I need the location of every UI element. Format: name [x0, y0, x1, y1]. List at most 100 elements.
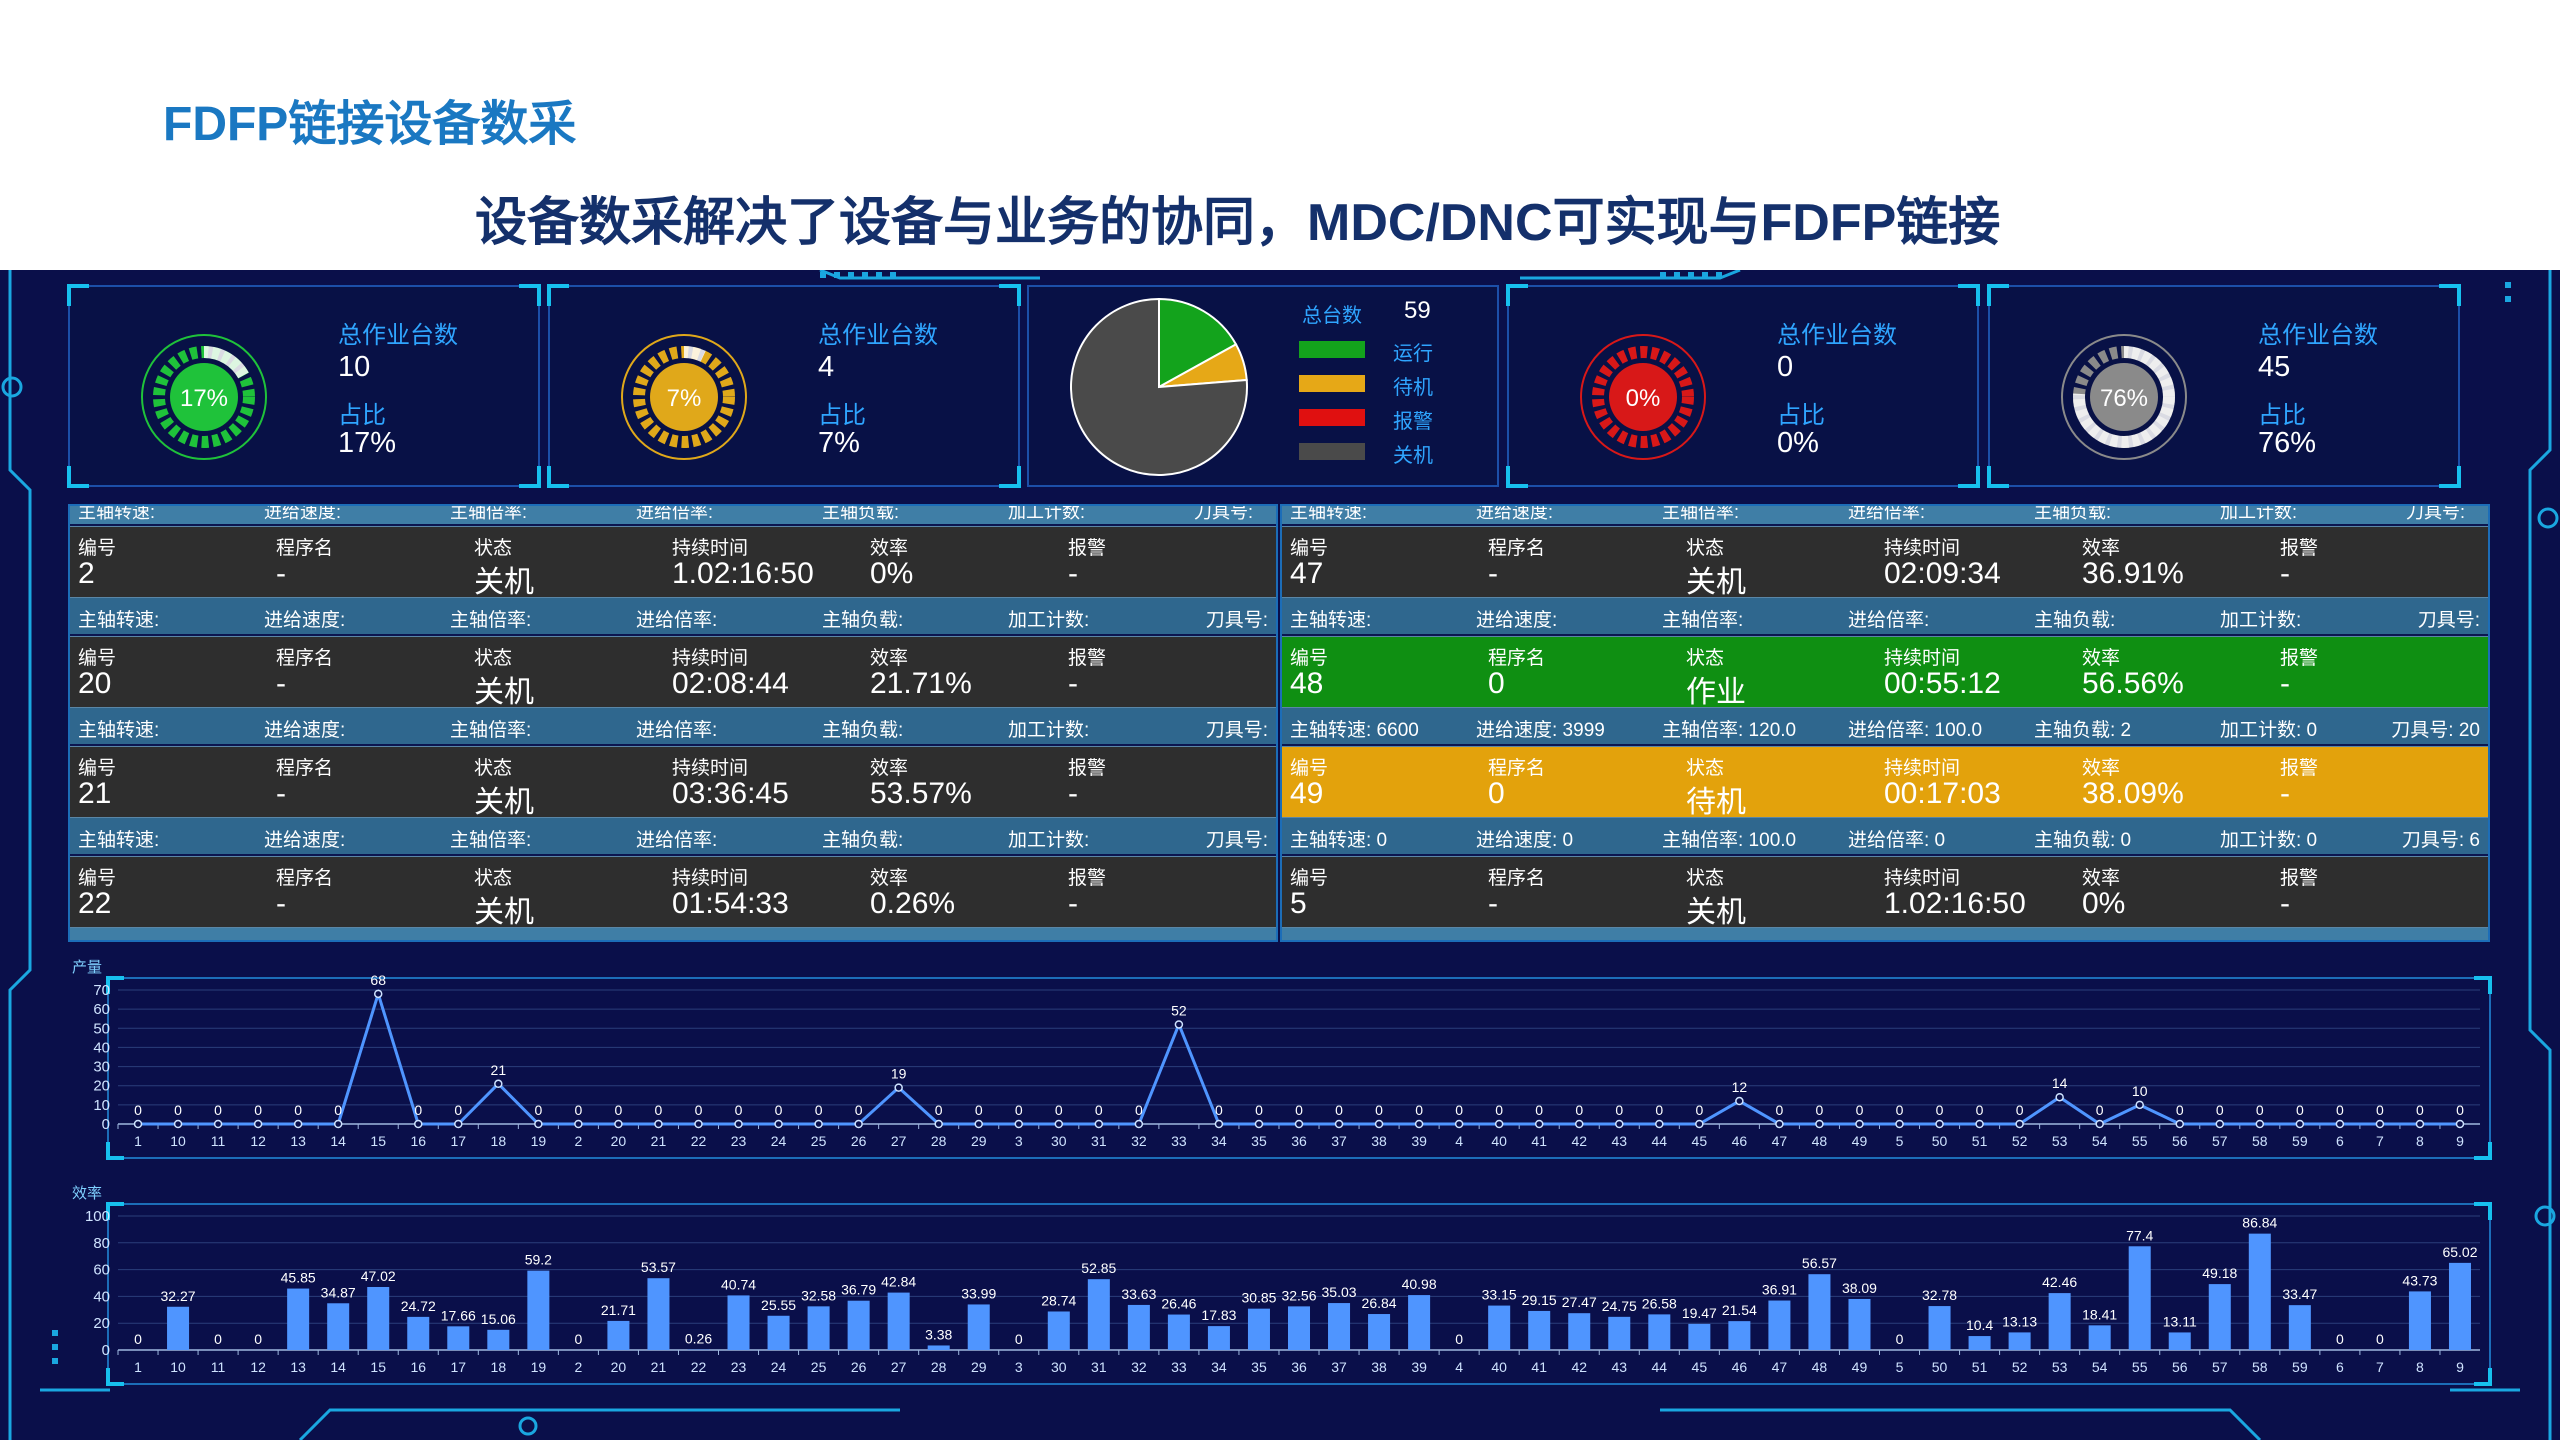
x-tick-label: 35	[1251, 1133, 1267, 1149]
x-tick-label: 42	[1571, 1359, 1587, 1375]
machine-card-48[interactable]: 编号 48 程序名 0 状态 作业 持续时间 00:55:12 效率 56.56% 报警 -	[1282, 636, 2488, 709]
machine-status-value: 关机	[1686, 566, 1746, 599]
bar-32	[1127, 1304, 1150, 1350]
page-title: FDFP链接设备数采	[163, 98, 577, 151]
machine-program-label: 程序名	[276, 538, 334, 559]
x-tick-label: 27	[891, 1359, 907, 1375]
machine-efficiency-value: 53.57%	[870, 777, 972, 810]
line-point-22	[694, 1119, 703, 1129]
bar-value-label: 26.58	[1642, 1295, 1677, 1311]
x-tick-label: 32	[1131, 1359, 1147, 1375]
x-tick-label: 13	[290, 1133, 306, 1149]
line-point-30	[1054, 1119, 1064, 1129]
line-point-23	[734, 1119, 743, 1129]
detail-field: 主轴负载:	[822, 830, 904, 851]
bar-15	[367, 1286, 390, 1350]
detail-field: 加工计数:	[1008, 504, 1086, 522]
bar-value-label: 32.78	[1922, 1287, 1957, 1303]
x-tick-label: 39	[1411, 1133, 1427, 1149]
x-tick-label: 14	[330, 1359, 346, 1375]
machine-list-right[interactable]: 主轴转速: 进给速度: 主轴倍率: 进给倍率: 主轴负载: 加工计数: 刀具号: 编号 47 程序…	[1280, 504, 2490, 942]
point-value-label: 0	[1655, 1102, 1663, 1118]
ring-percent-label: 17%	[180, 385, 228, 412]
detail-field: 进给速度:	[264, 830, 346, 851]
machine-status-value: 关机	[474, 566, 534, 599]
machine-id-value: 22	[78, 887, 112, 920]
machine-card-47[interactable]: 编号 47 程序名 - 状态 关机 持续时间 02:09:34 效率 36.91% 报警 -	[1282, 526, 2488, 599]
x-tick-label: 10	[170, 1359, 186, 1375]
machine-card-49[interactable]: 编号 49 程序名 0 状态 待机 持续时间 00:17:03 效率 38.09% 报警 -	[1282, 746, 2488, 819]
line-point-15	[373, 989, 383, 999]
kpi-count: 4	[818, 351, 835, 383]
line-point-5	[1895, 1119, 1904, 1129]
x-tick-label: 15	[370, 1133, 386, 1149]
x-tick-label: 10	[170, 1133, 186, 1149]
machine-list-left[interactable]: 主轴转速: 进给速度: 主轴倍率: 进给倍率: 主轴负载: 加工计数: 刀具号: 编号 2 程序名…	[68, 504, 1278, 942]
bar-value-label: 36.91	[1762, 1282, 1797, 1298]
machine-alarm-value: -	[2280, 557, 2290, 590]
bar-17	[447, 1326, 470, 1350]
detail-field: 加工计数:	[1008, 720, 1090, 741]
bar-value-label: 53.57	[641, 1259, 676, 1275]
machine-card-21[interactable]: 编号 21 程序名 - 状态 关机 持续时间 03:36:45 效率 53.57% 报警 -	[70, 746, 1276, 819]
point-value-label: 0	[815, 1102, 823, 1118]
x-tick-label: 7	[2376, 1133, 2384, 1149]
bar-value-label: 27.47	[1562, 1294, 1597, 1310]
kpi-ratio-label: 占比	[2258, 402, 2306, 429]
machine-efficiency-value: 0.26%	[870, 887, 956, 920]
x-tick-label: 23	[731, 1133, 747, 1149]
machine-card-20[interactable]: 编号 20 程序名 - 状态 关机 持续时间 02:08:44 效率 21.71% 报警 -	[70, 636, 1276, 709]
machine-detail-row-partial	[1282, 928, 2488, 940]
x-tick-label: 14	[330, 1133, 346, 1149]
machine-duration-value: 00:17:03	[1884, 777, 2001, 810]
machine-alarm-value: -	[1068, 887, 1078, 920]
y-tick-label: 40	[93, 1288, 110, 1305]
bar-value-label: 19.47	[1682, 1305, 1717, 1321]
bar-value-label: 10.4	[1966, 1317, 1993, 1333]
line-point-46	[1735, 1096, 1744, 1106]
x-tick-label: 16	[410, 1359, 426, 1375]
point-value-label: 10	[2132, 1083, 2148, 1099]
machine-card-22[interactable]: 编号 22 程序名 - 状态 关机 持续时间 01:54:33 效率 0.26% 报警 -	[70, 856, 1276, 929]
bar-43	[1608, 1316, 1631, 1350]
legend-swatch	[1299, 341, 1365, 358]
x-tick-label: 12	[250, 1133, 266, 1149]
line-point-41	[1534, 1119, 1544, 1129]
x-tick-label: 58	[2252, 1359, 2268, 1375]
machine-card-5[interactable]: 编号 5 程序名 - 状态 关机 持续时间 1.02:16:50 效率 0% 报警 -	[1282, 856, 2488, 929]
bar-13	[287, 1288, 310, 1350]
bar-value-label: 32.58	[801, 1287, 836, 1303]
point-value-label: 0	[975, 1102, 983, 1118]
point-value-label: 0	[855, 1102, 863, 1118]
line-point-50	[1935, 1119, 1944, 1129]
slide-header: FDFP链接设备数采 设备数采解决了设备与业务的协同，MDC/DNC可实现与FD…	[0, 0, 2560, 270]
x-tick-label: 19	[531, 1359, 547, 1375]
bar-26	[847, 1300, 870, 1350]
point-value-label: 0	[2016, 1102, 2024, 1118]
x-tick-label: 15	[370, 1359, 386, 1375]
bar-29	[967, 1304, 990, 1350]
machine-alarm-label: 报警	[2280, 868, 2319, 889]
machine-card-2[interactable]: 编号 2 程序名 - 状态 关机 持续时间 1.02:16:50 效率 0% 报警 -	[70, 526, 1276, 599]
bar-48	[1808, 1274, 1831, 1350]
x-tick-label: 43	[1611, 1359, 1627, 1375]
line-point-55	[2135, 1100, 2144, 1110]
line-point-6	[2335, 1119, 2345, 1129]
machine-status-value: 关机	[474, 896, 534, 929]
line-point-35	[1254, 1119, 1264, 1129]
output-chart-title: 产量	[72, 959, 103, 976]
bar-value-label: 0	[574, 1331, 582, 1347]
bar-value-label: 49.18	[2202, 1265, 2237, 1281]
x-tick-label: 43	[1611, 1133, 1627, 1149]
bar-value-label: 26.46	[1161, 1296, 1196, 1312]
point-value-label: 0	[254, 1102, 262, 1118]
ring-percent-label: 76%	[2100, 385, 2148, 412]
bar-value-label: 30.85	[1241, 1290, 1276, 1306]
bar-value-label: 40.74	[721, 1276, 756, 1292]
machine-id-value: 2	[78, 557, 95, 590]
x-tick-label: 21	[651, 1359, 667, 1375]
x-tick-label: 5	[1896, 1133, 1904, 1149]
point-value-label: 0	[2376, 1102, 2384, 1118]
line-point-54	[2095, 1119, 2104, 1129]
x-tick-label: 51	[1972, 1133, 1988, 1149]
